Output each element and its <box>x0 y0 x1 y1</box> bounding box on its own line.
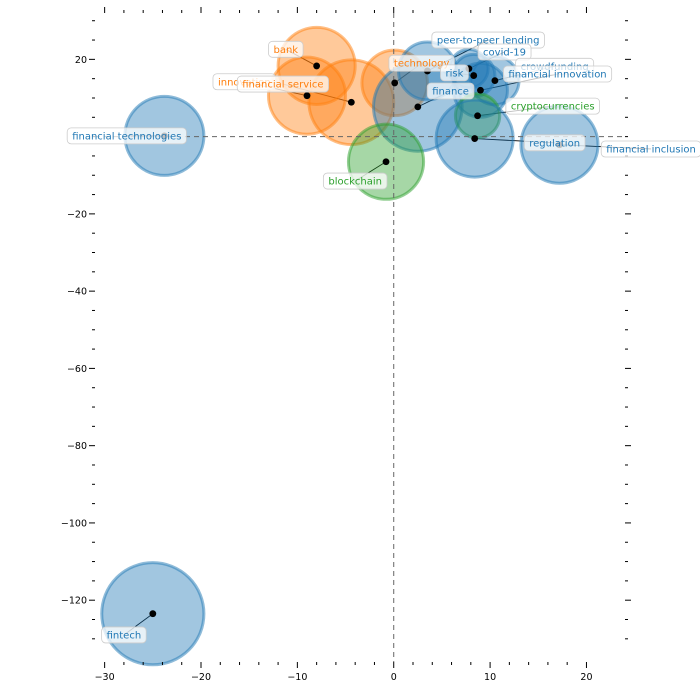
y-tick-label: 20 <box>75 55 87 66</box>
label-box <box>523 134 586 152</box>
label-box <box>503 65 613 83</box>
label-text: financial inclusion <box>606 144 696 155</box>
label-risk: risk <box>440 64 469 82</box>
label-text: regulation <box>529 138 580 149</box>
label-text: finance <box>432 87 469 98</box>
label-fintech: fintech <box>101 626 147 644</box>
label-box <box>505 97 600 115</box>
x-tick-label: −10 <box>287 672 307 683</box>
point-crowdfunding <box>491 77 499 85</box>
point-regulation <box>471 135 479 142</box>
label-text: cryptocurrencies <box>511 102 595 113</box>
point-bank <box>313 62 321 70</box>
label-cryptocurrencies: cryptocurrencies <box>505 97 600 115</box>
label-text: peer-to-peer lending <box>437 36 540 47</box>
point-innovation <box>303 92 311 100</box>
point-financial-innovation <box>477 86 484 94</box>
label-box <box>101 626 147 644</box>
y-tick-label: −100 <box>61 518 87 529</box>
point-labels: bankinnovationfinancial servicetechnolog… <box>66 31 700 644</box>
label-financial-innovation: financial innovation <box>503 65 613 83</box>
label-box <box>426 82 475 100</box>
point-financial-service <box>347 98 355 106</box>
x-tick-label: 10 <box>484 672 496 683</box>
label-box <box>236 75 329 93</box>
point-risk <box>470 72 478 79</box>
label-text: financial service <box>242 80 323 91</box>
label-box <box>600 140 700 158</box>
point-technology <box>391 79 399 87</box>
label-text: fintech <box>107 630 142 641</box>
label-finance: finance <box>426 82 475 100</box>
bubbles <box>100 25 600 667</box>
point-fintech <box>149 610 157 618</box>
label-technology: technology <box>388 54 455 72</box>
label-bank: bank <box>268 40 304 58</box>
label-blockchain: blockchain <box>322 172 388 190</box>
label-box <box>440 64 469 82</box>
label-text: technology <box>394 59 450 70</box>
label-box <box>477 43 532 61</box>
x-tick-label: −20 <box>191 672 211 683</box>
x-tick-label: 0 <box>391 672 397 683</box>
label-covid-19: covid-19 <box>477 43 532 61</box>
point-blockchain <box>382 158 390 166</box>
x-tick-label: −30 <box>95 672 115 683</box>
label-text: bank <box>273 45 298 56</box>
label-text: risk <box>445 68 463 79</box>
point-finance <box>414 103 422 111</box>
label-box <box>388 54 455 72</box>
label-financial-service: financial service <box>236 75 329 93</box>
label-box <box>268 40 304 58</box>
label-text: financial innovation <box>508 70 606 81</box>
point-cryptocurrencies <box>474 112 481 120</box>
label-text: financial technologies <box>72 131 181 142</box>
label-text: covid-19 <box>483 48 526 59</box>
label-box <box>66 127 187 145</box>
label-box <box>322 172 388 190</box>
y-tick-label: −40 <box>67 287 87 298</box>
label-text: blockchain <box>328 177 382 188</box>
label-financial-technologies: financial technologies <box>66 127 187 145</box>
y-tick-label: −120 <box>61 596 87 607</box>
label-regulation: regulation <box>523 134 586 152</box>
y-tick-label: −60 <box>67 364 87 375</box>
y-tick-label: −80 <box>67 441 87 452</box>
y-tick-label: −20 <box>67 209 87 220</box>
x-tick-label: 20 <box>580 672 592 683</box>
label-financial-inclusion: financial inclusion <box>600 140 700 158</box>
